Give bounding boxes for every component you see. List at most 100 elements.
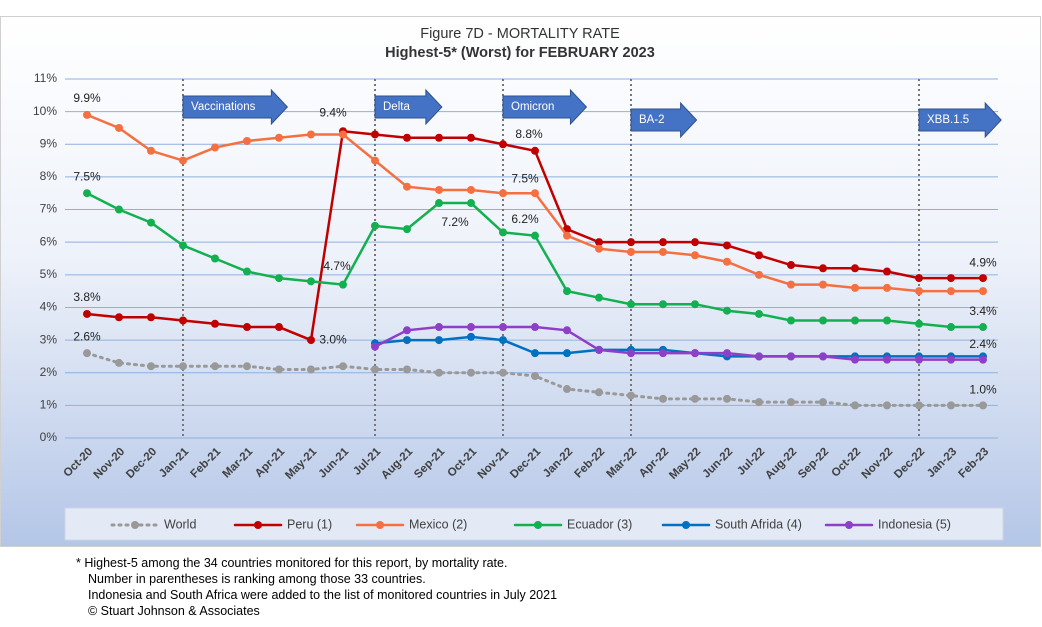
data-label: 3.8% — [73, 290, 101, 304]
legend-label: South Afrida (4) — [715, 517, 802, 531]
data-point — [371, 156, 379, 165]
y-tick-label: 2% — [40, 365, 58, 379]
data-point — [467, 368, 475, 377]
data-point — [563, 385, 571, 394]
data-point — [211, 362, 219, 371]
data-point — [467, 133, 475, 142]
data-point — [435, 133, 443, 142]
data-point — [467, 199, 475, 208]
data-point — [755, 309, 763, 318]
data-point — [339, 362, 347, 371]
data-point — [563, 287, 571, 296]
data-point — [499, 323, 507, 332]
data-label: 1.0% — [969, 383, 997, 397]
data-point — [691, 300, 699, 309]
data-point — [307, 336, 315, 345]
y-tick-label: 10% — [33, 104, 57, 118]
data-point — [83, 309, 91, 318]
data-point — [851, 283, 859, 292]
data-point — [659, 349, 667, 358]
data-point — [499, 228, 507, 237]
legend-marker — [254, 521, 262, 529]
data-point — [563, 326, 571, 335]
data-point — [275, 133, 283, 142]
data-point — [499, 336, 507, 345]
data-point — [435, 336, 443, 345]
y-tick-label: 5% — [40, 267, 58, 281]
data-point — [915, 274, 923, 283]
data-point — [531, 231, 539, 240]
chart-title: Figure 7D - MORTALITY RATE — [420, 26, 620, 42]
y-tick-label: 3% — [40, 332, 58, 346]
data-point — [531, 323, 539, 332]
event-label: Omicron — [511, 101, 554, 113]
data-point — [435, 199, 443, 208]
footnote: Indonesia and South Africa were added to… — [88, 588, 558, 602]
data-point — [819, 316, 827, 325]
y-tick-label: 6% — [40, 234, 58, 248]
event-label: Delta — [383, 101, 410, 113]
data-point — [243, 137, 251, 146]
footnote: Number in parentheses is ranking among t… — [88, 572, 426, 586]
data-point — [531, 349, 539, 358]
data-point — [915, 401, 923, 410]
data-point — [883, 355, 891, 364]
data-point — [435, 323, 443, 332]
data-point — [691, 394, 699, 403]
data-point — [595, 238, 603, 247]
data-point — [179, 156, 187, 165]
event-arrow — [182, 88, 289, 126]
data-label: 8.8% — [515, 127, 543, 141]
data-point — [371, 342, 379, 351]
chart: Figure 7D - MORTALITY RATE Highest-5* (W… — [0, 16, 1041, 547]
legend-label: Mexico (2) — [409, 517, 467, 531]
data-point — [275, 323, 283, 332]
data-label: 7.2% — [441, 215, 469, 229]
data-point — [83, 110, 91, 119]
data-point — [275, 365, 283, 374]
data-point — [691, 251, 699, 260]
data-point — [179, 241, 187, 250]
legend-label: World — [164, 517, 196, 531]
data-point — [179, 316, 187, 325]
data-point — [979, 274, 987, 283]
data-point — [467, 332, 475, 341]
data-label: 4.7% — [323, 259, 351, 273]
data-point — [691, 349, 699, 358]
data-point — [723, 257, 731, 266]
data-point — [371, 221, 379, 230]
data-label: 3.4% — [969, 304, 997, 318]
data-point — [339, 280, 347, 289]
data-point — [307, 130, 315, 139]
data-point — [691, 238, 699, 247]
y-tick-label: 9% — [40, 136, 58, 150]
data-point — [531, 189, 539, 198]
data-point — [883, 283, 891, 292]
data-point — [435, 368, 443, 377]
data-point — [595, 293, 603, 302]
legend-label: Peru (1) — [287, 517, 332, 531]
data-point — [371, 130, 379, 139]
data-label: 7.5% — [73, 169, 101, 183]
data-point — [531, 371, 539, 380]
data-point — [467, 185, 475, 194]
chart-subtitle: Highest-5* (Worst) for FEBRUARY 2023 — [385, 45, 655, 61]
data-point — [915, 355, 923, 364]
data-point — [723, 349, 731, 358]
data-point — [979, 401, 987, 410]
data-point — [403, 365, 411, 374]
y-tick-label: 11% — [34, 71, 57, 85]
data-point — [147, 313, 155, 322]
data-point — [947, 401, 955, 410]
data-point — [659, 238, 667, 247]
data-point — [499, 189, 507, 198]
data-point — [755, 270, 763, 279]
data-point — [787, 316, 795, 325]
data-point — [723, 241, 731, 250]
data-point — [915, 319, 923, 328]
y-tick-label: 4% — [40, 300, 58, 314]
data-point — [947, 355, 955, 364]
data-label: 2.4% — [969, 337, 997, 351]
data-point — [403, 182, 411, 191]
data-point — [531, 146, 539, 155]
